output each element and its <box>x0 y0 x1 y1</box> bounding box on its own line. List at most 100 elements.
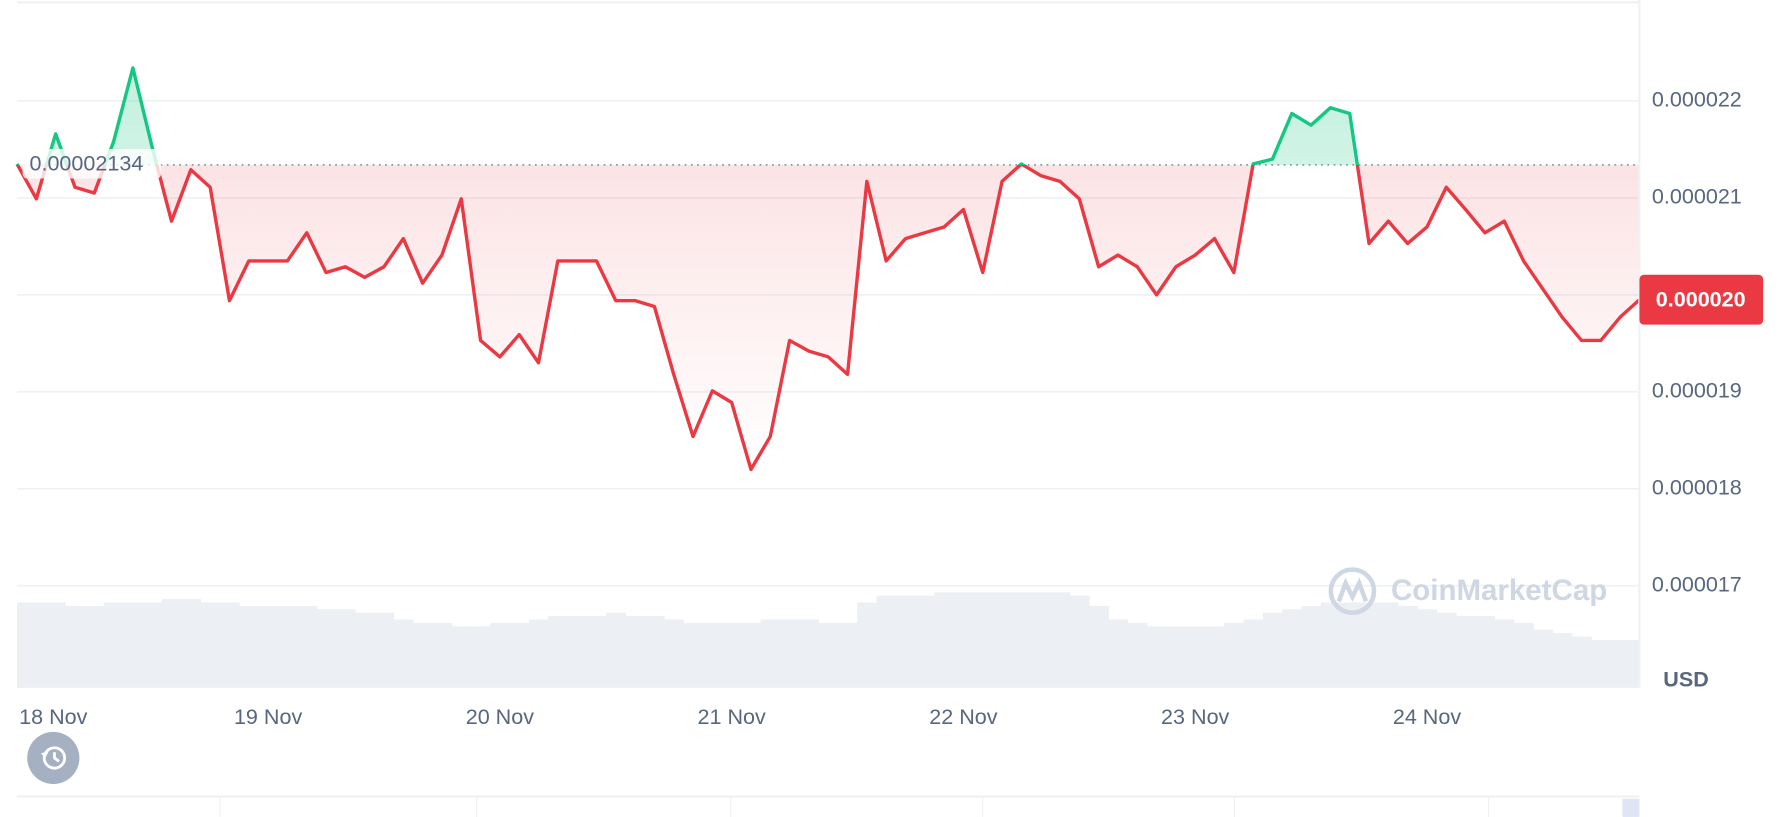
volume-bar <box>895 595 916 688</box>
baseline-label: 0.00002134 <box>29 151 143 176</box>
volume-bar <box>239 605 260 688</box>
volume-bar <box>316 609 337 688</box>
volume-bar <box>393 619 414 688</box>
price-tag-bg <box>1639 274 1764 325</box>
volume-bar <box>548 616 569 688</box>
volume-bar <box>1475 616 1496 688</box>
volume-bar <box>277 605 298 688</box>
volume-bar <box>219 602 240 688</box>
volume <box>17 592 1641 688</box>
volume-bar <box>1069 595 1090 688</box>
volume-bar <box>490 622 511 688</box>
volume-bar <box>1610 639 1631 688</box>
plot <box>15 66 1641 472</box>
volume-bar <box>528 619 549 688</box>
volume-bar <box>586 616 607 688</box>
volume-bar <box>45 602 66 688</box>
volume-bar <box>876 595 897 688</box>
volume-bar <box>1494 619 1515 688</box>
volume-bar <box>1629 639 1641 688</box>
volume-bar <box>1011 592 1032 688</box>
price-area <box>17 67 1640 470</box>
y-tick-label: 0.000017 <box>1652 571 1742 596</box>
volume-bar <box>1282 609 1303 688</box>
volume-bar <box>1359 602 1380 688</box>
volume-bar <box>84 605 105 688</box>
volume-bar <box>1127 622 1148 688</box>
volume-bar <box>355 612 375 688</box>
y-axis-label: USD <box>1663 666 1709 691</box>
volume-bar <box>837 622 858 688</box>
volume-bar <box>1591 639 1612 688</box>
volume-bar <box>1031 592 1051 688</box>
volume-bar <box>470 626 491 688</box>
volume-bar <box>200 602 221 688</box>
volume-bar <box>992 592 1013 688</box>
volume-bar <box>1552 633 1573 688</box>
volume-bar <box>606 612 626 688</box>
volume-bar <box>818 622 839 688</box>
volume-bar <box>1050 592 1071 688</box>
volume-bar <box>297 605 317 688</box>
volume-bar <box>123 602 144 688</box>
volume-bar <box>335 609 356 688</box>
x-tick-label: 23 Nov <box>1161 704 1229 729</box>
volume-bar <box>1320 602 1341 688</box>
volume-bar <box>934 592 955 688</box>
baseline-label-bg <box>22 149 162 179</box>
volume-bar <box>799 619 820 688</box>
volume-bar <box>432 622 453 688</box>
volume-bar <box>1243 619 1264 688</box>
x-tick-label: 24 Nov <box>1393 704 1461 729</box>
x-tick-label: 22 Nov <box>929 704 997 729</box>
volume-bar <box>722 622 742 688</box>
volume-bar <box>760 619 781 688</box>
volume-bar <box>1513 622 1534 688</box>
volume-bar <box>451 626 472 688</box>
volume-bar <box>1340 602 1360 688</box>
volume-bar <box>1108 619 1129 688</box>
x-tick-label: 19 Nov <box>234 704 302 729</box>
y-tick-label: 0.000022 <box>1652 87 1742 112</box>
volume-bar <box>1571 636 1592 688</box>
volume-bar <box>103 602 124 688</box>
volume-bar <box>1455 616 1476 688</box>
volume-bar <box>374 612 395 688</box>
volume-bar <box>1533 629 1554 688</box>
volume-bar <box>17 602 28 688</box>
y-tick-label: 0.000019 <box>1652 378 1742 403</box>
volume-bar <box>953 592 974 688</box>
volume-bar <box>1088 605 1109 688</box>
volume-bar <box>1204 626 1225 688</box>
volume-bar <box>161 599 182 688</box>
y-tick-label: 0.000021 <box>1652 184 1742 209</box>
x-tick-label: 21 Nov <box>698 704 766 729</box>
volume-bar <box>664 619 684 688</box>
volume-bar <box>1262 612 1283 688</box>
volume-bar <box>1185 626 1206 688</box>
volume-bar <box>412 622 433 688</box>
price-tag: 0.000020 <box>1656 287 1746 312</box>
volume-bar <box>1378 602 1399 688</box>
volume-bar <box>1224 622 1245 688</box>
volume-bar <box>741 622 762 688</box>
watermark: CoinMarketCap <box>1391 574 1607 607</box>
volume-bar <box>567 616 588 688</box>
volume-bar <box>1301 605 1322 688</box>
x-tick-label: 18 Nov <box>19 704 87 729</box>
volume-bar <box>1398 605 1418 688</box>
volume-bar <box>1146 626 1167 688</box>
y-tick-label: 0.000018 <box>1652 474 1742 499</box>
volume-bar <box>509 622 530 688</box>
volume-bar <box>625 616 646 688</box>
volume-bar <box>65 605 86 688</box>
history-button[interactable] <box>27 731 80 785</box>
volume-bar <box>915 595 936 688</box>
x-tick-label: 20 Nov <box>466 704 534 729</box>
volume-bar <box>973 592 993 688</box>
navigator <box>17 795 1640 817</box>
volume-bar <box>258 605 279 688</box>
volume-bar <box>779 619 800 688</box>
